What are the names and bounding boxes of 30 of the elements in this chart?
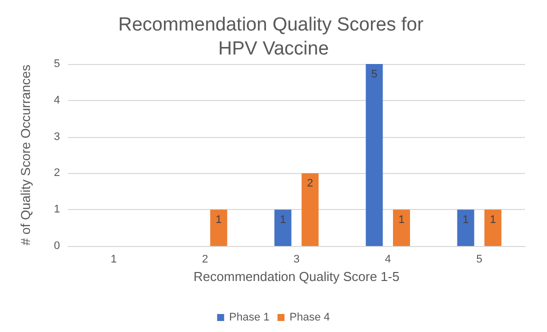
legend-label: Phase 4 — [290, 312, 330, 324]
data-label: 5 — [371, 68, 378, 80]
y-tick-label: 0 — [54, 240, 60, 252]
x-axis-title: Recommendation Quality Score 1-5 — [194, 268, 400, 284]
x-tick-label: 3 — [293, 254, 300, 266]
bar — [274, 210, 292, 246]
bar — [393, 210, 410, 246]
bar — [366, 64, 383, 246]
y-axis-title: # of Quality Score Occurrances — [18, 64, 33, 246]
bar — [210, 210, 228, 246]
y-tick-label: 2 — [54, 167, 60, 180]
x-tick-label: 2 — [202, 254, 208, 266]
y-tick-label: 5 — [54, 58, 60, 70]
data-label: 2 — [307, 178, 314, 190]
data-label: 1 — [462, 214, 469, 226]
data-label: 1 — [216, 214, 222, 226]
data-label: 1 — [280, 214, 286, 226]
data-label: 1 — [398, 214, 405, 226]
y-tick-label: 1 — [54, 204, 60, 216]
data-label: 1 — [490, 214, 496, 226]
chart-title: Recommendation Quality Scores for HPV Vaccine — [118, 14, 429, 60]
legend-label: Phase 1 — [229, 312, 270, 324]
x-tick-label: 4 — [384, 254, 391, 266]
bar — [457, 210, 474, 246]
bar — [302, 173, 319, 246]
x-tick-label: 1 — [110, 254, 117, 266]
y-tick-label: 3 — [54, 130, 60, 143]
y-tick-label: 4 — [54, 94, 60, 106]
bar — [484, 210, 502, 246]
x-tick-label: 5 — [476, 254, 482, 266]
